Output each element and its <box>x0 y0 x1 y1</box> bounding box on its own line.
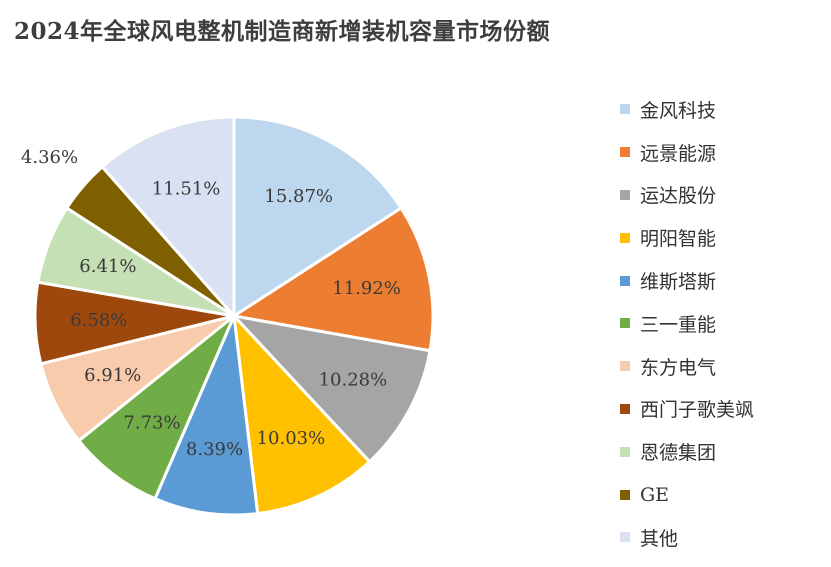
legend-item: 恩德集团 <box>620 430 825 473</box>
pie-slice <box>229 205 435 353</box>
legend-item: 运达股份 <box>620 174 825 217</box>
pie-slice <box>100 115 236 320</box>
legend-swatch <box>620 361 630 372</box>
legend-label: 运达股份 <box>640 185 717 208</box>
legend-swatch <box>620 275 630 286</box>
legend-label: 西门子歌美飒 <box>640 399 755 422</box>
legend-item: 金风科技 <box>620 88 825 131</box>
pie-slice <box>231 311 372 516</box>
slice-data-label: 11.51% <box>152 178 221 199</box>
legend-item: 东方电气 <box>620 345 825 388</box>
slice-data-label: 11.92% <box>332 278 401 299</box>
legend-label: 明阳智能 <box>640 228 717 251</box>
legend-swatch <box>620 318 630 329</box>
legend-label: 金风科技 <box>640 99 717 122</box>
legend-swatch <box>620 532 630 543</box>
slice-data-label: 10.03% <box>257 428 326 449</box>
slice-data-label: 4.36% <box>21 147 78 168</box>
legend-item: 远景能源 <box>620 131 825 174</box>
slice-data-label: 8.39% <box>186 439 243 460</box>
pie-slice <box>153 310 260 517</box>
legend-label: 三一重能 <box>640 313 717 336</box>
legend-label: GE <box>640 483 670 506</box>
pie-slice <box>76 314 236 501</box>
chart-legend: 金风科技远景能源运达股份明阳智能维斯塔斯三一重能东方电气西门子歌美飒 恩德集团 GE… <box>620 88 825 559</box>
legend-swatch <box>620 489 630 500</box>
legend-item: 明阳智能 <box>620 216 825 259</box>
legend-label: 恩德集团 <box>640 442 717 465</box>
legend-item: 三一重能 <box>620 302 825 345</box>
legend-item: 其他 <box>620 516 825 559</box>
slice-data-label: 10.28% <box>319 370 388 391</box>
slice-data-label: 6.41% <box>79 256 136 277</box>
slice-data-label: 6.58% <box>70 310 127 331</box>
legend-swatch <box>620 446 630 457</box>
chart-title: 2024年全球风电整机制造商新增装机容量市场份额 <box>14 18 551 45</box>
legend-label: 东方电气 <box>640 356 717 379</box>
legend-swatch <box>620 403 630 414</box>
slice-data-label: 6.91% <box>84 365 141 386</box>
legend-swatch <box>620 189 630 200</box>
legend-label: 维斯塔斯 <box>640 271 717 294</box>
pie-slice <box>229 313 432 464</box>
legend-swatch <box>620 104 630 115</box>
legend-swatch <box>620 147 630 158</box>
pie-slice <box>232 115 404 319</box>
legend-item: 维斯塔斯 <box>620 259 825 302</box>
legend-item: GE <box>620 473 825 516</box>
legend-item: 西门子歌美飒 <box>620 388 825 431</box>
legend-label: 其他 <box>640 527 679 550</box>
legend-label: 远景能源 <box>640 142 717 165</box>
slice-data-label: 15.87% <box>264 186 333 207</box>
slice-data-label: 7.73% <box>123 413 180 434</box>
legend-swatch <box>620 232 630 243</box>
